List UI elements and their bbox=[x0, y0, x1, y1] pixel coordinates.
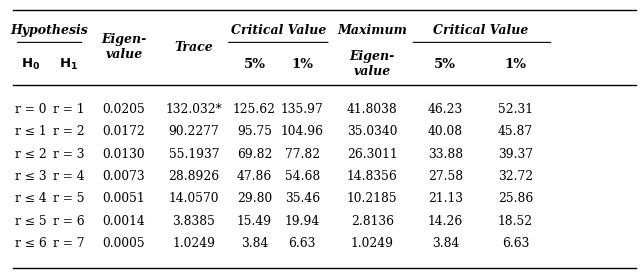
Text: 52.31: 52.31 bbox=[498, 103, 533, 116]
Text: 29.80: 29.80 bbox=[237, 192, 272, 205]
Text: 40.08: 40.08 bbox=[428, 125, 463, 138]
Text: 10.2185: 10.2185 bbox=[347, 192, 397, 205]
Text: 14.26: 14.26 bbox=[428, 215, 463, 228]
Text: Hypothesis: Hypothesis bbox=[11, 23, 88, 37]
Text: 0.0172: 0.0172 bbox=[102, 125, 146, 138]
Text: 26.3011: 26.3011 bbox=[347, 148, 397, 161]
Text: 41.8038: 41.8038 bbox=[347, 103, 397, 116]
Text: 77.82: 77.82 bbox=[285, 148, 320, 161]
Text: r = 7: r = 7 bbox=[53, 237, 84, 250]
Text: 54.68: 54.68 bbox=[285, 170, 320, 183]
Text: 25.86: 25.86 bbox=[498, 192, 533, 205]
Text: 69.82: 69.82 bbox=[237, 148, 272, 161]
Text: 0.0073: 0.0073 bbox=[103, 170, 146, 183]
Text: r ≤ 6: r ≤ 6 bbox=[15, 237, 46, 250]
Text: r = 0: r = 0 bbox=[15, 103, 46, 116]
Text: 6.63: 6.63 bbox=[502, 237, 529, 250]
Text: Eigen-
value: Eigen- value bbox=[350, 50, 395, 78]
Text: r ≤ 2: r ≤ 2 bbox=[15, 148, 46, 161]
Text: 135.97: 135.97 bbox=[281, 103, 323, 116]
Text: 132.032*: 132.032* bbox=[166, 103, 222, 116]
Text: Eigen-
value: Eigen- value bbox=[101, 33, 147, 61]
Text: $\mathbf{H_0}$: $\mathbf{H_0}$ bbox=[21, 57, 40, 72]
Text: $\mathbf{H_1}$: $\mathbf{H_1}$ bbox=[59, 57, 78, 72]
Text: 5%: 5% bbox=[243, 58, 265, 71]
Text: r ≤ 5: r ≤ 5 bbox=[15, 215, 46, 228]
Text: Critical Value: Critical Value bbox=[231, 23, 326, 37]
Text: 6.63: 6.63 bbox=[289, 237, 316, 250]
Text: 32.72: 32.72 bbox=[498, 170, 533, 183]
Text: 1%: 1% bbox=[291, 58, 313, 71]
Text: 0.0005: 0.0005 bbox=[103, 237, 146, 250]
Text: 104.96: 104.96 bbox=[281, 125, 324, 138]
Text: r ≤ 3: r ≤ 3 bbox=[15, 170, 46, 183]
Text: r = 2: r = 2 bbox=[53, 125, 84, 138]
Text: r = 4: r = 4 bbox=[53, 170, 84, 183]
Text: 18.52: 18.52 bbox=[498, 215, 533, 228]
Text: 21.13: 21.13 bbox=[428, 192, 463, 205]
Text: Maximum: Maximum bbox=[337, 23, 407, 37]
Text: r = 6: r = 6 bbox=[53, 215, 84, 228]
Text: 0.0130: 0.0130 bbox=[103, 148, 146, 161]
Text: r = 1: r = 1 bbox=[53, 103, 84, 116]
Text: 19.94: 19.94 bbox=[285, 215, 320, 228]
Text: r = 5: r = 5 bbox=[53, 192, 84, 205]
Text: r ≤ 4: r ≤ 4 bbox=[15, 192, 46, 205]
Text: 46.23: 46.23 bbox=[428, 103, 463, 116]
Text: r ≤ 1: r ≤ 1 bbox=[15, 125, 46, 138]
Text: 1.0249: 1.0249 bbox=[173, 237, 216, 250]
Text: Trace: Trace bbox=[175, 41, 213, 54]
Text: 35.0340: 35.0340 bbox=[347, 125, 397, 138]
Text: 125.62: 125.62 bbox=[233, 103, 276, 116]
Text: 0.0014: 0.0014 bbox=[102, 215, 146, 228]
Text: 95.75: 95.75 bbox=[237, 125, 272, 138]
Text: r = 3: r = 3 bbox=[53, 148, 84, 161]
Text: Critical Value: Critical Value bbox=[433, 23, 528, 37]
Text: 14.0570: 14.0570 bbox=[169, 192, 219, 205]
Text: 3.84: 3.84 bbox=[431, 237, 459, 250]
Text: 2.8136: 2.8136 bbox=[351, 215, 393, 228]
Text: 90.2277: 90.2277 bbox=[169, 125, 220, 138]
Text: 14.8356: 14.8356 bbox=[347, 170, 397, 183]
Text: 0.0051: 0.0051 bbox=[103, 192, 146, 205]
Text: 33.88: 33.88 bbox=[428, 148, 463, 161]
Text: 27.58: 27.58 bbox=[428, 170, 463, 183]
Text: 45.87: 45.87 bbox=[498, 125, 533, 138]
Text: 28.8926: 28.8926 bbox=[169, 170, 220, 183]
Text: 55.1937: 55.1937 bbox=[169, 148, 219, 161]
Text: 39.37: 39.37 bbox=[498, 148, 533, 161]
Text: 3.84: 3.84 bbox=[241, 237, 268, 250]
Text: 1.0249: 1.0249 bbox=[351, 237, 393, 250]
Text: 0.0205: 0.0205 bbox=[102, 103, 146, 116]
Text: 5%: 5% bbox=[434, 58, 457, 71]
Text: 35.46: 35.46 bbox=[285, 192, 320, 205]
Text: 47.86: 47.86 bbox=[237, 170, 272, 183]
Text: 3.8385: 3.8385 bbox=[173, 215, 216, 228]
Text: 1%: 1% bbox=[504, 58, 526, 71]
Text: 15.49: 15.49 bbox=[237, 215, 272, 228]
